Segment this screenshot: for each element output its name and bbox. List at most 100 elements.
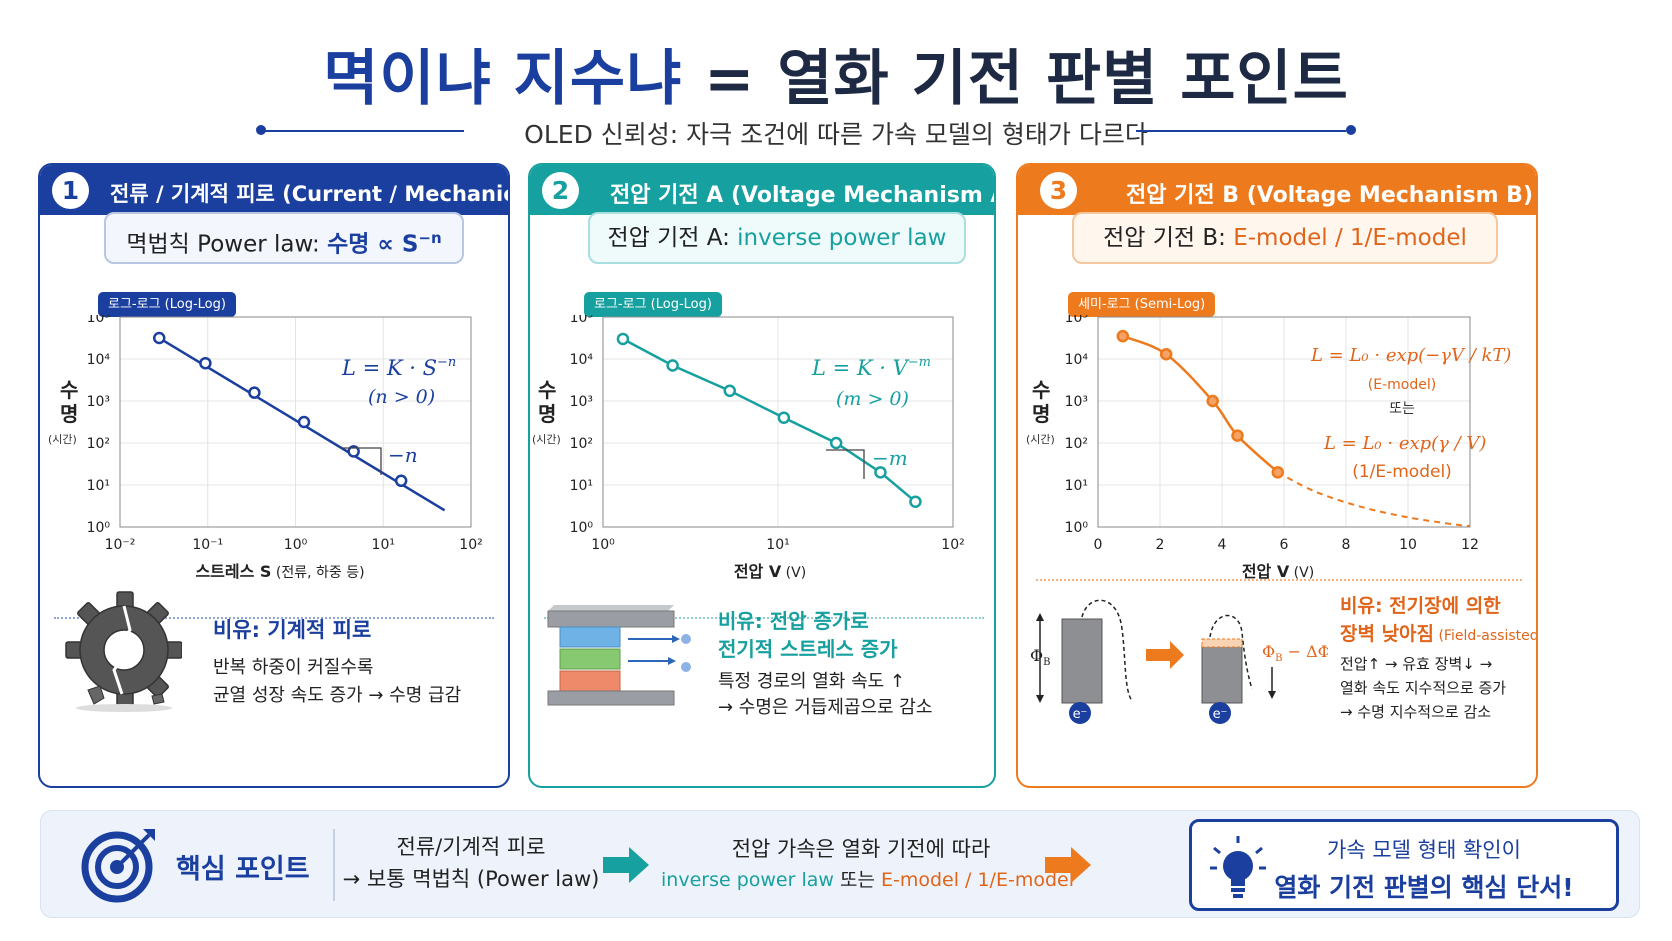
oled-stack-icon bbox=[547, 605, 691, 706]
chart-grid bbox=[602, 316, 954, 528]
y-label-char-1: 수 bbox=[538, 378, 556, 402]
y-tick-label: 10⁵ bbox=[87, 315, 110, 326]
data-point bbox=[297, 415, 311, 429]
arrow-right-icon-2 bbox=[1045, 847, 1091, 883]
panel-number: 2 bbox=[542, 172, 579, 209]
panel-header: 2 전압 기전 A (Voltage Mechanism A) bbox=[530, 165, 994, 215]
key-point-title: 핵심 포인트 bbox=[176, 854, 310, 885]
law-prefix: 전압 기전 B: bbox=[1103, 225, 1234, 251]
x-tick-label: 10² bbox=[941, 537, 964, 553]
analogy-line-2: → 수명은 거듭제곱으로 감소 bbox=[718, 697, 933, 718]
key-point-bar: 핵심 포인트 전류/기계적 피로 → 보통 멱법칙 (Power law) 전압… bbox=[40, 810, 1640, 918]
formula-1-over-e-model: L = L₀ · exp(γ / V) bbox=[1323, 433, 1486, 454]
y-label-char-1: 수 bbox=[60, 378, 78, 402]
law-box: 멱법칙 Power law: 수명 ∝ S−n bbox=[104, 212, 464, 264]
broken-gear-icon bbox=[65, 591, 182, 712]
y-tick-label: 10² bbox=[87, 436, 110, 452]
y-tick-labels: 10⁰ 10¹ 10² 10³ 10⁴ 10⁵ bbox=[570, 315, 594, 536]
x-tick-labels: 10⁻² 10⁻¹ 10⁰ 10¹ 10² bbox=[105, 537, 483, 553]
x-tick-label: 10¹ bbox=[766, 537, 789, 553]
subtitle-row: OLED 신뢰성: 자극 조건에 따른 가속 모델의 형태가 다르다 bbox=[0, 113, 1672, 149]
data-point bbox=[723, 384, 736, 398]
y-label-unit: (시간) bbox=[1026, 433, 1055, 446]
series-points bbox=[616, 332, 922, 508]
page-title: 멱이냐 지수냐 = 열화 기전 판별 포인트 bbox=[0, 30, 1672, 117]
extrapolation-curve bbox=[1277, 471, 1471, 528]
title-highlight: 멱이냐 지수냐 bbox=[323, 44, 683, 114]
target-icon bbox=[81, 829, 155, 903]
data-point bbox=[1159, 347, 1173, 361]
slope-triangle bbox=[342, 447, 382, 475]
x-tick-label: 10⁻² bbox=[105, 537, 136, 553]
data-point bbox=[199, 356, 212, 370]
data-point bbox=[1116, 329, 1130, 343]
x-label: 전압 V (V) bbox=[1242, 562, 1314, 581]
subtitle-left-line bbox=[262, 130, 464, 132]
x-label: 전압 V (V) bbox=[734, 562, 806, 581]
analogy-line-1: 반복 하중이 커질수록 bbox=[213, 657, 374, 678]
y-tick-label: 10⁵ bbox=[1065, 315, 1088, 326]
data-point bbox=[909, 495, 922, 508]
lifetime-chart: 10⁰ 10¹ 10² 10³ 10⁴ 10⁵ 10⁰ 10¹ 10² 수 명 (시간) 전압… bbox=[532, 315, 965, 581]
formula-condition: (m > 0) bbox=[836, 388, 909, 410]
y-tick-label: 10⁵ bbox=[570, 315, 593, 326]
conclusion-box: 가속 모델 형태 확인이 열화 기전 판별의 핵심 단서! bbox=[1189, 819, 1619, 911]
electron-label-2: e⁻ bbox=[1213, 707, 1228, 722]
panel-number: 1 bbox=[52, 172, 89, 209]
analogy-title-line-2: 장벽 낮아짐 (Field-assisted) bbox=[1340, 623, 1538, 645]
panel-voltage-a: 2 전압 기전 A (Voltage Mechanism A) 전압 기전 A:… bbox=[528, 163, 996, 788]
scale-tag: 로그-로그 (Log-Log) bbox=[98, 292, 236, 317]
formula: L = K · S−n bbox=[341, 355, 456, 380]
law-prefix: 멱법칙 Power law: bbox=[126, 231, 328, 258]
law-highlight: 수명 ∝ S bbox=[327, 231, 419, 258]
series-curve bbox=[1122, 334, 1279, 474]
analogy-line-2: 균열 성장 속도 증가 → 수명 급감 bbox=[213, 685, 462, 706]
panel-header: 1 전류 / 기계적 피로 (Current / Mechanical Fati… bbox=[40, 165, 508, 215]
lifetime-chart: 10⁰ 10¹ 10² 10³ 10⁴ 10⁵ 0 2 4 6 8 10 12 수 명 (시간) 전압… bbox=[1026, 315, 1511, 581]
law-highlight: E-model / 1/E-model bbox=[1233, 225, 1467, 251]
scale-tag: 세미-로그 (Semi-Log) bbox=[1068, 292, 1216, 317]
law-box: 전압 기전 B: E-model / 1/E-model bbox=[1072, 212, 1498, 264]
x-label: 스트레스 S (전류, 하중 등) bbox=[195, 562, 364, 581]
y-tick-label: 10⁰ bbox=[570, 520, 594, 536]
data-point bbox=[777, 411, 791, 424]
data-point bbox=[347, 445, 360, 458]
lifetime-chart: 10⁰ 10¹ 10² 10³ 10⁴ 10⁵ 10⁻² 10⁻¹ 10⁰ 10¹ 10² 수 명… bbox=[48, 315, 483, 581]
model-label-e: (E-model) bbox=[1368, 377, 1436, 393]
formula-e-model: L = L₀ · exp(−γV / kT) bbox=[1310, 345, 1511, 366]
law-prefix: 전압 기전 A: bbox=[607, 225, 738, 251]
law-box: 전압 기전 A: inverse power law bbox=[588, 212, 966, 264]
analogy-line-1: 특정 경로의 열화 속도 ↑ bbox=[718, 671, 906, 692]
panel-number: 3 bbox=[1040, 172, 1077, 209]
x-tick-label: 8 bbox=[1342, 537, 1351, 553]
data-point bbox=[874, 466, 887, 479]
lowered-barrier-label: ΦB − ΔΦ bbox=[1262, 642, 1328, 664]
y-label-char-2: 명 bbox=[538, 402, 556, 426]
x-tick-labels: 10⁰ 10¹ 10² bbox=[591, 537, 964, 553]
x-tick-label: 10⁰ bbox=[284, 537, 308, 553]
panel-voltage-b: 3 전압 기전 B (Voltage Mechanism B) 전압 기전 B:… bbox=[1016, 163, 1538, 788]
conclusion-line-2: 열화 기전 판별의 핵심 단서! bbox=[1274, 873, 1574, 902]
x-tick-labels: 0 2 4 6 8 10 12 bbox=[1094, 537, 1479, 553]
arrow-right-icon bbox=[603, 847, 649, 883]
y-tick-label: 10¹ bbox=[87, 478, 110, 494]
slope-triangle bbox=[826, 449, 865, 479]
y-label-unit: (시간) bbox=[532, 433, 561, 446]
series-points bbox=[152, 331, 408, 488]
panel-header-text: 전압 기전 A (Voltage Mechanism A) bbox=[610, 183, 996, 208]
y-label-char-1: 수 bbox=[1032, 378, 1050, 402]
data-point bbox=[666, 359, 679, 372]
subtitle: OLED 신뢰성: 자극 조건에 따른 가속 모델의 형태가 다르다 bbox=[524, 120, 1148, 149]
y-tick-label: 10³ bbox=[1065, 394, 1088, 410]
y-label-unit: (시간) bbox=[48, 433, 77, 446]
data-point bbox=[1271, 466, 1285, 479]
data-point bbox=[152, 331, 166, 345]
x-tick-label: 10¹ bbox=[372, 537, 395, 553]
law-exponent: −n bbox=[418, 229, 442, 247]
analogy-title-line-1: 비유: 전기장에 의한 bbox=[1340, 595, 1501, 617]
y-tick-label: 10³ bbox=[570, 394, 593, 410]
law-highlight: inverse power law bbox=[737, 225, 947, 251]
barrier-label: ΦB bbox=[1030, 646, 1050, 668]
y-tick-label: 10⁰ bbox=[87, 520, 111, 536]
separator bbox=[1036, 579, 1522, 581]
